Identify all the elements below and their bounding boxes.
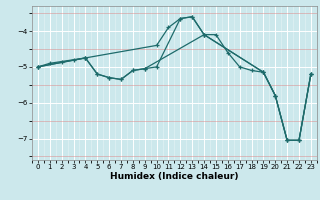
- X-axis label: Humidex (Indice chaleur): Humidex (Indice chaleur): [110, 172, 239, 181]
